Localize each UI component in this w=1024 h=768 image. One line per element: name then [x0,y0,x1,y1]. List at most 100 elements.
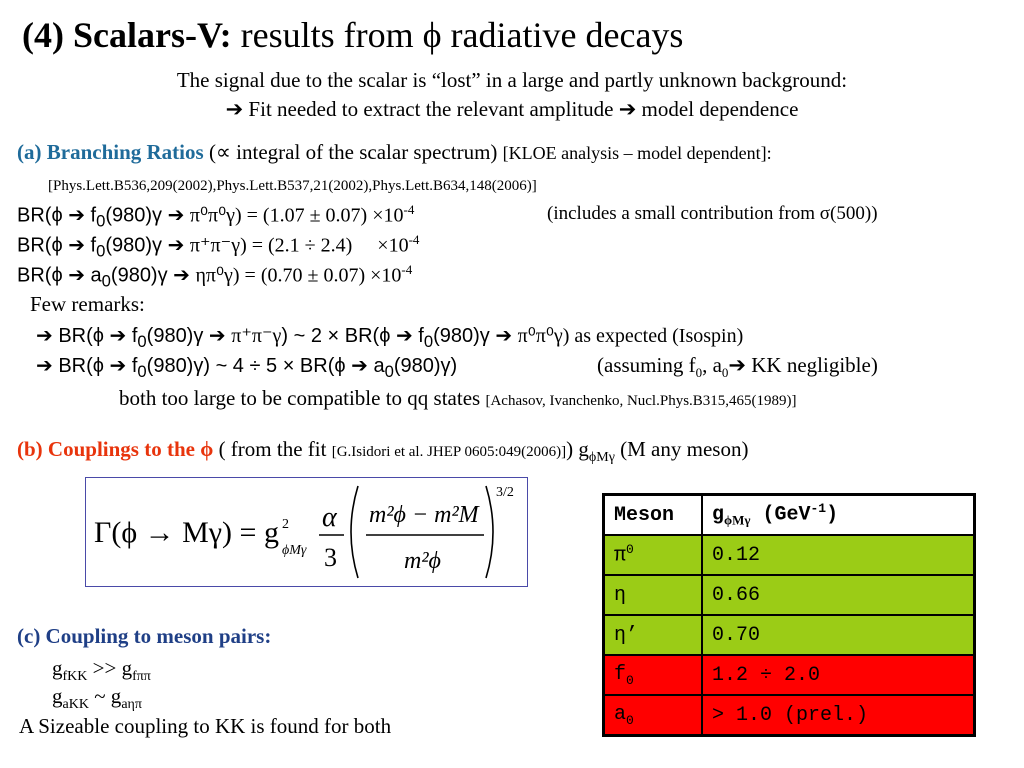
meson-symbol: π [614,544,627,568]
table-row: η 0.66 [602,574,976,616]
br-sub: 0 [101,271,111,291]
remark-isospin: ➔ BR(ϕ ➔ f0(980)γ ➔ π⁺π⁻γ) ~ 2 × BR(ϕ ➔ … [36,323,743,352]
formula-right-paren [485,485,494,579]
br-lhs: BR(ϕ ➔ a [17,264,102,287]
br-line-3: BR(ϕ ➔ a0(980)γ ➔ ηπ⁰γ) = (0.70 ± 0.07) … [17,262,412,292]
coupling-g: g [52,656,63,680]
coupling-relation: ~ g [88,684,122,708]
table-header-row: Meson gϕMγ (GeV-1) [602,493,976,536]
meson-symbol: η’ [614,623,639,647]
remark-text: (980)γ ➔ [146,325,232,347]
header-g-sub: ϕMγ [724,512,751,528]
remark-text: (980)γ) ~ 4 ÷ 5 × BR(ϕ ➔ a [146,355,385,377]
intro-line-1: The signal due to the scalar is “lost” i… [176,68,848,92]
decay-width-formula: Γ(ϕ → Mγ) = g 2 ϕMγ α 3 m²ϕ − m²M m²ϕ 3/… [94,485,514,579]
header-unit-exp: -1 [810,501,827,517]
coupling-value: 0.12 [701,534,976,576]
coupling-sub: fππ [132,669,151,685]
table-row: f0 1.2 ÷ 2.0 [602,654,976,696]
meson-symbol: f [614,662,627,686]
meson-cell: η [602,574,703,616]
br-line-1-note: (includes a small contribution from σ(50… [547,203,878,224]
remark-final: π⁰π⁰γ [517,325,563,347]
intro-line-2: ➔ Fit needed to extract the relevant amp… [225,97,799,121]
section-a-refs: [Phys.Lett.B536,209(2002),Phys.Lett.B537… [48,178,537,194]
header-unit-close: ) [826,503,839,527]
remark-text: , a [702,353,722,377]
remark-assumption: (assuming f0, a0➔ KK negligible) [597,353,878,381]
br-exp: -4 [403,202,415,217]
title-rest: results from ϕ radiative decays [231,15,684,55]
section-b-text: ( from the fit [213,437,332,461]
remark-text: ➔ KK negligible) [728,353,878,377]
table-row: π0 0.12 [602,534,976,576]
br-final: ηπ⁰γ [195,264,233,287]
meson-cell: f0 [602,654,703,696]
remark-sub: 0 [384,362,394,381]
coupling-sub: fKK [62,669,88,685]
br-mid: (980)γ ➔ [110,264,196,287]
section-a-note: [KLOE analysis – model dependent]: [502,143,772,163]
header-g: g [712,503,725,527]
page-title: (4) Scalars-V: results from ϕ radiative … [22,14,683,56]
coupling-sub: aKK [62,697,89,713]
header-meson: Meson [602,493,703,536]
section-a-heading: (a) Branching Ratios (∝ integral of the … [17,140,772,165]
remark-ratio: ➔ BR(ϕ ➔ f0(980)γ) ~ 4 ÷ 5 × BR(ϕ ➔ a0(9… [36,353,457,382]
coupling-sub: aηπ [121,697,142,713]
formula-numerator: m²ϕ − m²M [369,502,481,528]
br-mid: (980)γ ➔ [105,204,190,227]
meson-mark: 0 [626,672,634,688]
section-b-ref: [G.Isidori et al. JHEP 0605:049(2006)] [331,444,567,460]
coupling-value: 0.70 [701,614,976,656]
formula-sq: 2 [282,517,289,532]
section-b-text: ) g [566,437,589,461]
remark-text: both too large to be compatible to qq st… [119,386,486,410]
section-b-text: (M any meson) [614,437,749,461]
formula-left-paren [350,485,359,579]
br-rhs: ) = (2.1 ÷ 2.4) ×10 [240,234,409,257]
remark-text: (980)γ ➔ [433,325,518,347]
br-final: π⁰π⁰γ [189,204,235,227]
section-a-text: (∝ integral of the scalar spectrum) [203,140,503,164]
remark-sub: 0 [695,365,703,381]
section-c-line-2: gaKK ~ gaηπ [52,684,142,713]
coupling-value: > 1.0 (prel.) [701,694,976,737]
meson-mark: 0 [626,542,634,558]
br-exp: -4 [408,232,420,247]
br-exp: -4 [401,262,413,277]
header-unit: (GeV [750,503,811,527]
meson-cell: a0 [602,694,703,737]
meson-symbol: η [614,583,627,607]
remark-sub: 0 [423,332,434,351]
remark-qq: both too large to be compatible to qq st… [119,386,797,411]
remarks-heading: Few remarks: [30,292,145,316]
formula-coupling-sub: ϕMγ [282,543,307,558]
formula-box: Γ(ϕ → Mγ) = g 2 ϕMγ α 3 m²ϕ − m²M m²ϕ 3/… [85,477,528,587]
formula-alpha: α [322,502,338,533]
meson-symbol: a [614,702,627,726]
br-sub: 0 [96,241,106,261]
remark-sub: 0 [721,365,729,381]
coupling-relation: >> g [87,656,133,680]
remark-text: ) ~ 2 × BR(ϕ ➔ f [281,325,424,347]
remark-ref: [Achasov, Ivanchenko, Nucl.Phys.B315,465… [485,393,797,409]
section-b-gsub: ϕMγ [588,450,615,466]
br-lhs: BR(ϕ ➔ f [17,204,97,227]
table-row: η’ 0.70 [602,614,976,656]
formula-power: 3/2 [496,485,514,500]
br-mid: (980)γ ➔ [105,234,190,257]
formula-three: 3 [324,543,337,572]
title-bold: (4) Scalars-V: [22,15,232,55]
remark-text: ) as expected (Isospin) [562,325,744,347]
remark-text: (980)γ) [393,355,458,377]
formula-denominator: m²ϕ [404,548,441,574]
remark-sub: 0 [137,332,147,351]
br-lhs: BR(ϕ ➔ f [17,234,97,257]
section-a-label: (a) Branching Ratios [17,140,204,164]
remark-text: ➔ BR(ϕ ➔ f [36,355,138,377]
section-c-label: (c) Coupling to meson pairs: [17,624,272,648]
remark-final: π⁺π⁻γ [231,325,282,347]
section-c-line-1: gfKK >> gfππ [52,656,151,685]
conclusion-text: A Sizeable coupling to KK is found for b… [19,714,392,738]
